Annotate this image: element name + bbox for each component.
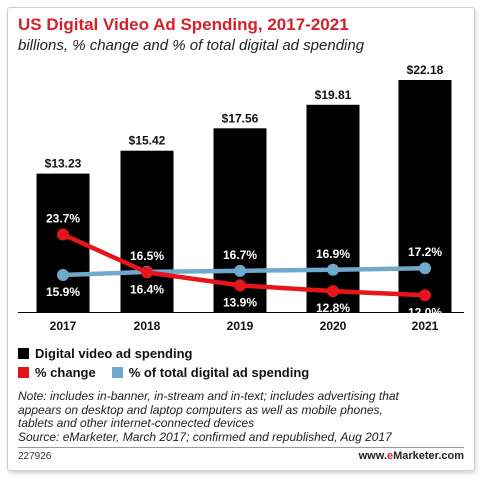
bar-value-label: $17.56: [222, 111, 259, 125]
bar-value-label: $19.81: [315, 88, 352, 102]
x-tick-label: 2017: [50, 319, 77, 333]
data-label: 13.9%: [223, 295, 257, 309]
brand-accent: e: [386, 450, 394, 462]
series-point: [57, 228, 69, 241]
series-point: [234, 279, 246, 292]
bar: [398, 80, 452, 312]
source-line: Source: eMarketer, March 2017; confirmed…: [18, 429, 392, 444]
chart-note: Note: includes in-banner, in-stream and …: [18, 389, 468, 444]
brand-suffix: Marketer.com: [393, 450, 464, 462]
note-line: Note: includes in-banner, in-stream and …: [18, 389, 399, 403]
series-point: [57, 269, 69, 281]
legend-swatch-change: [18, 366, 29, 378]
series-point: [327, 285, 339, 298]
bar: [120, 150, 174, 312]
bar-value-label: $22.18: [407, 63, 444, 77]
data-label: 16.9%: [316, 247, 350, 261]
data-label: 16.5%: [130, 249, 164, 263]
series-point: [234, 264, 246, 277]
legend-item-video: Digital video ad spending: [18, 344, 192, 362]
emarketer-link[interactable]: www.eMarketer.com: [359, 450, 464, 462]
series-point: [419, 289, 431, 302]
bar-value-label: $15.42: [129, 134, 166, 148]
x-tick-label: 2018: [134, 319, 161, 333]
legend-label-share: % of total digital ad spending: [128, 364, 310, 380]
chart-subtitle: billions, % change and % of total digita…: [18, 37, 365, 54]
series-point: [419, 262, 431, 275]
data-label: 12.0%: [408, 305, 442, 319]
data-label: 17.2%: [408, 245, 442, 259]
data-label: 23.7%: [46, 211, 80, 225]
series-point: [141, 266, 153, 279]
bar-value-label: $13.23: [45, 157, 82, 171]
brand-prefix: www.: [358, 450, 387, 462]
chart-id: 227926: [18, 451, 52, 462]
chart-plot: $13.23 2017 $15.42 2018 $17.56 2019 $19.81 2020…: [18, 63, 464, 333]
chart-title: US Digital Video Ad Spending, 2017-2021: [18, 15, 349, 34]
note-line: tablets and other internet-connected dev…: [18, 416, 255, 430]
bar: [306, 104, 360, 312]
series-point: [327, 263, 339, 276]
legend-label-video: Digital video ad spending: [35, 345, 193, 361]
legend-label-change: % change: [35, 364, 96, 380]
data-label: 16.4%: [130, 282, 164, 296]
legend-item-change: % change % of total digital ad spending: [18, 363, 309, 381]
footer-divider: [18, 447, 464, 448]
legend-swatch-share: [111, 366, 123, 378]
data-label: 16.7%: [223, 248, 257, 262]
note-line: appears on desktop and laptop computers …: [18, 402, 383, 417]
data-label: 15.9%: [46, 285, 80, 299]
data-label: 12.8%: [316, 301, 350, 315]
x-tick-label: 2019: [227, 319, 254, 333]
x-tick-label: 2021: [412, 319, 439, 333]
x-tick-label: 2020: [320, 319, 347, 333]
legend-swatch-video: [18, 347, 29, 359]
